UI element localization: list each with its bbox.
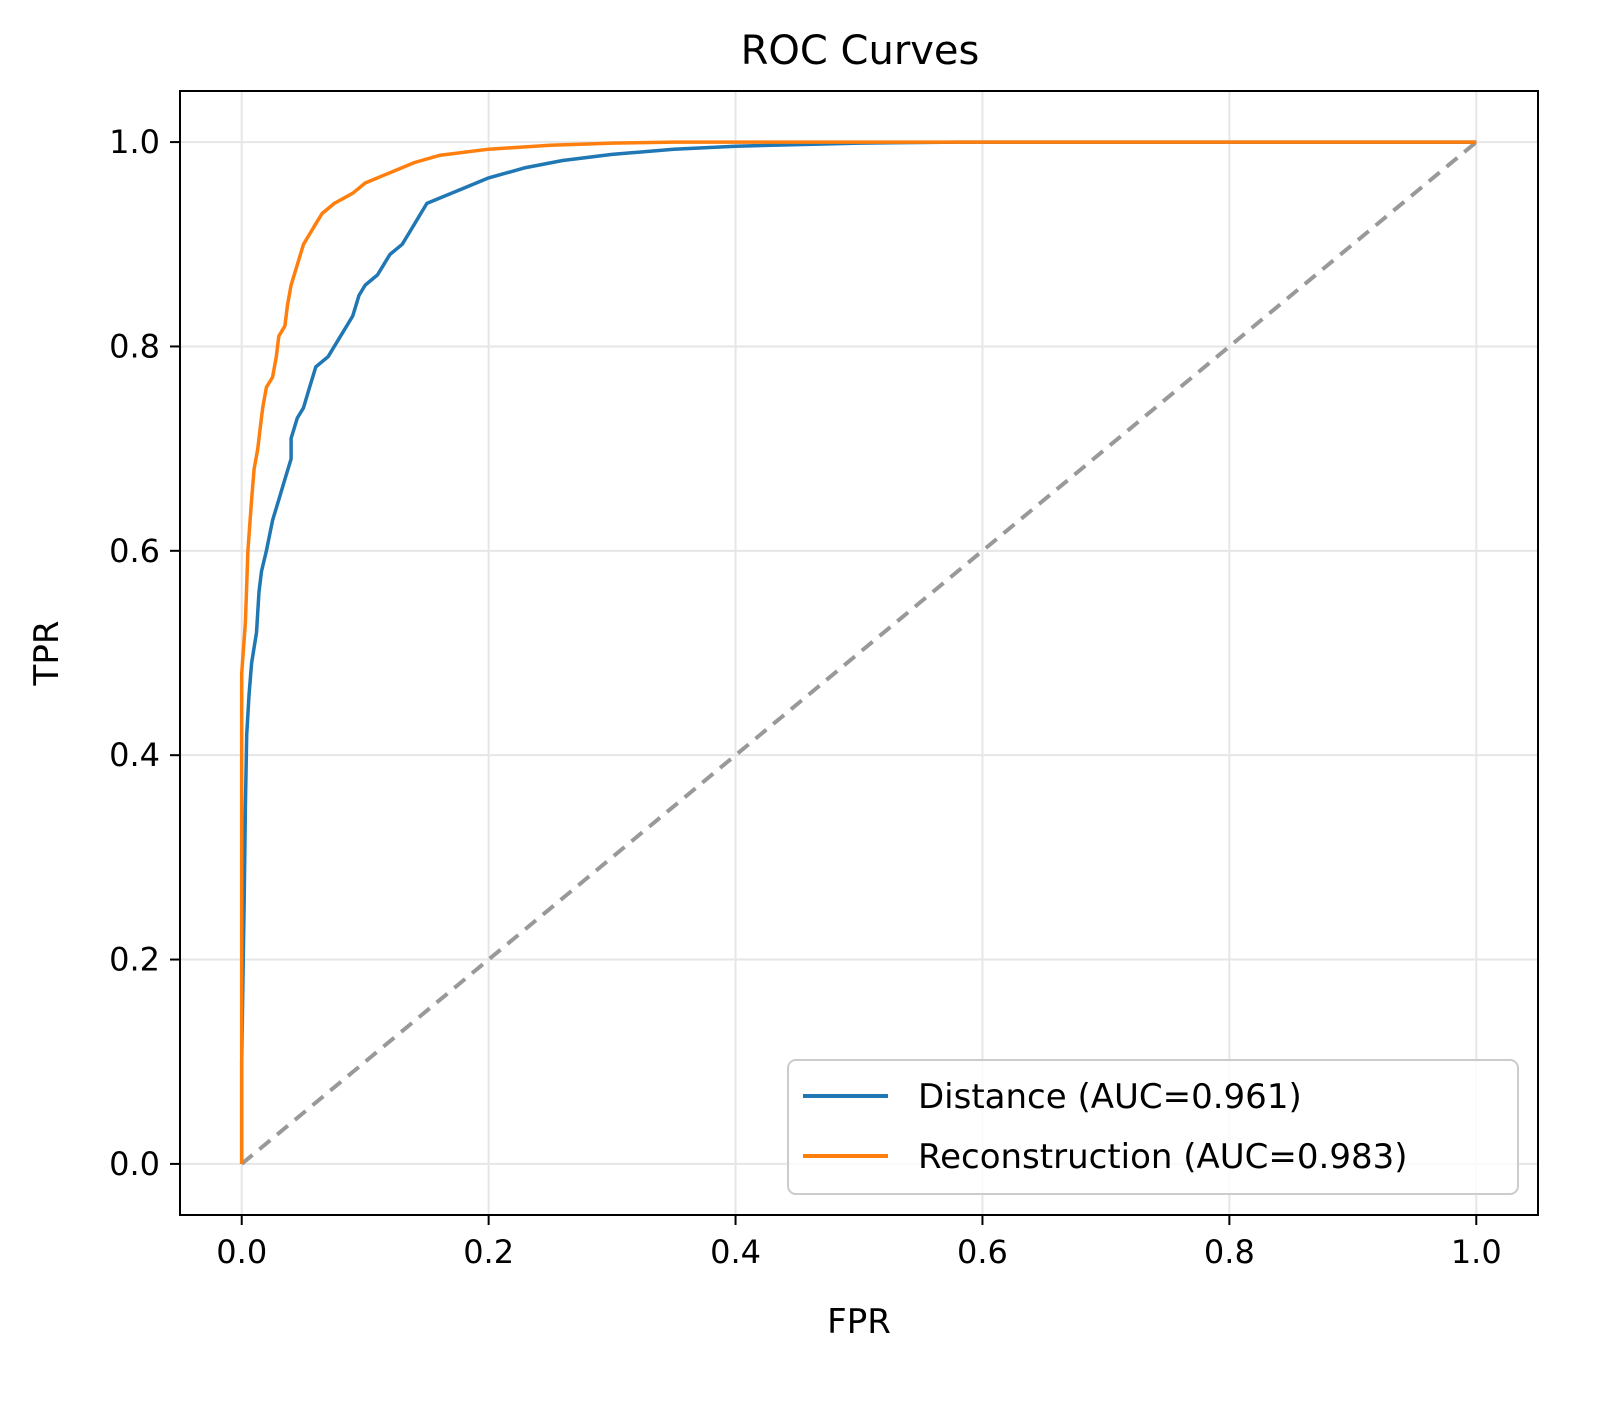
y-tick-label: 0.2: [109, 941, 160, 979]
x-tick-label: 0.0: [216, 1233, 267, 1271]
chance-diagonal: [240, 140, 1478, 1166]
y-axis-ticks: 0.0 0.2 0.4 0.6 0.8 1.0: [109, 123, 180, 1183]
plot-frame: [179, 90, 1539, 1216]
x-tick-label: 0.8: [1204, 1233, 1255, 1271]
y-tick-label: 0.8: [109, 327, 160, 365]
distance-curve: [239, 140, 1477, 1164]
legend-label-distance: Distance (AUC=0.961): [918, 1077, 1302, 1117]
y-tick-label: 0.4: [109, 736, 160, 774]
y-axis-label: TPR: [27, 621, 67, 687]
x-tick-label: 0.6: [957, 1233, 1008, 1271]
legend-label-reconstruction: Reconstruction (AUC=0.983): [918, 1137, 1408, 1177]
y-tick-label: 0.0: [109, 1145, 160, 1183]
grid: [180, 91, 1538, 1215]
legend-box: [787, 1059, 1519, 1195]
plot-lines: [239, 140, 1478, 1166]
x-tick-label: 0.4: [710, 1233, 761, 1271]
reconstruction-curve: [239, 140, 1477, 1164]
x-tick-label: 0.2: [463, 1233, 514, 1271]
y-tick-label: 0.6: [109, 532, 160, 570]
legend: Distance (AUC=0.961) Reconstruction (AUC…: [787, 1059, 1519, 1195]
x-axis-ticks: 0.0 0.2 0.4 0.6 0.8 1.0: [216, 1215, 1502, 1271]
chart-title: ROC Curves: [741, 28, 980, 74]
x-tick-label: 1.0: [1451, 1233, 1502, 1271]
x-axis-label: FPR: [827, 1302, 891, 1342]
y-tick-label: 1.0: [109, 123, 160, 161]
